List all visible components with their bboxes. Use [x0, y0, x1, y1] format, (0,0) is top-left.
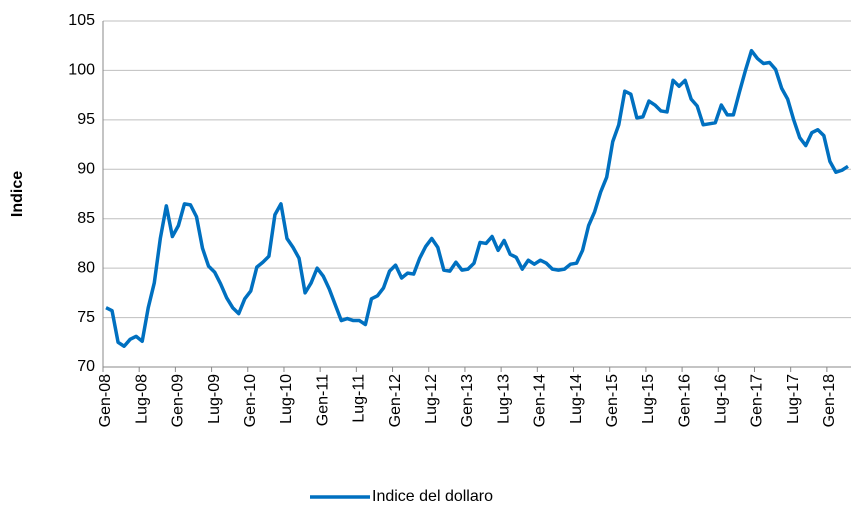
y-tick-label: 105	[68, 12, 95, 29]
x-tick-label: Gen-09	[170, 374, 187, 427]
y-axis-title: Indice	[9, 171, 26, 217]
y-tick-label: 95	[77, 111, 95, 128]
x-tick-label: Gen-17	[749, 374, 766, 427]
y-tick-label: 80	[77, 259, 95, 276]
x-tick-label: Lug-11	[351, 374, 368, 423]
x-tick-label: Lug-14	[568, 374, 585, 424]
x-tick-label: Gen-12	[387, 374, 404, 427]
x-tick-label: Lug-12	[423, 374, 440, 424]
y-tick-label: 85	[77, 210, 95, 227]
x-tick-label: Lug-09	[206, 374, 223, 424]
y-tick-label: 100	[68, 62, 95, 79]
x-tick-label: Gen-08	[97, 374, 114, 427]
y-tick-label: 90	[77, 161, 95, 178]
x-tick-label: Gen-13	[459, 374, 476, 427]
legend-label: Indice del dollaro	[372, 488, 493, 505]
x-tick-label: Lug-10	[278, 374, 295, 424]
x-tick-label: Gen-11	[314, 374, 331, 426]
x-tick-label: Gen-15	[604, 374, 621, 427]
x-tick-label: Gen-10	[242, 374, 259, 427]
x-tick-label: Gen-16	[676, 374, 693, 427]
x-tick-label: Lug-16	[713, 374, 730, 424]
x-tick-label: Gen-18	[821, 374, 838, 427]
x-tick-label: Lug-15	[640, 374, 657, 424]
x-tick-label: Gen-14	[532, 374, 549, 427]
x-tick-label: Lug-13	[495, 374, 512, 424]
y-tick-label: 70	[77, 358, 95, 375]
x-tick-label: Lug-17	[785, 374, 802, 424]
x-tick-label: Lug-08	[133, 374, 150, 424]
line-series	[105, 48, 849, 348]
y-tick-label: 75	[77, 309, 95, 326]
